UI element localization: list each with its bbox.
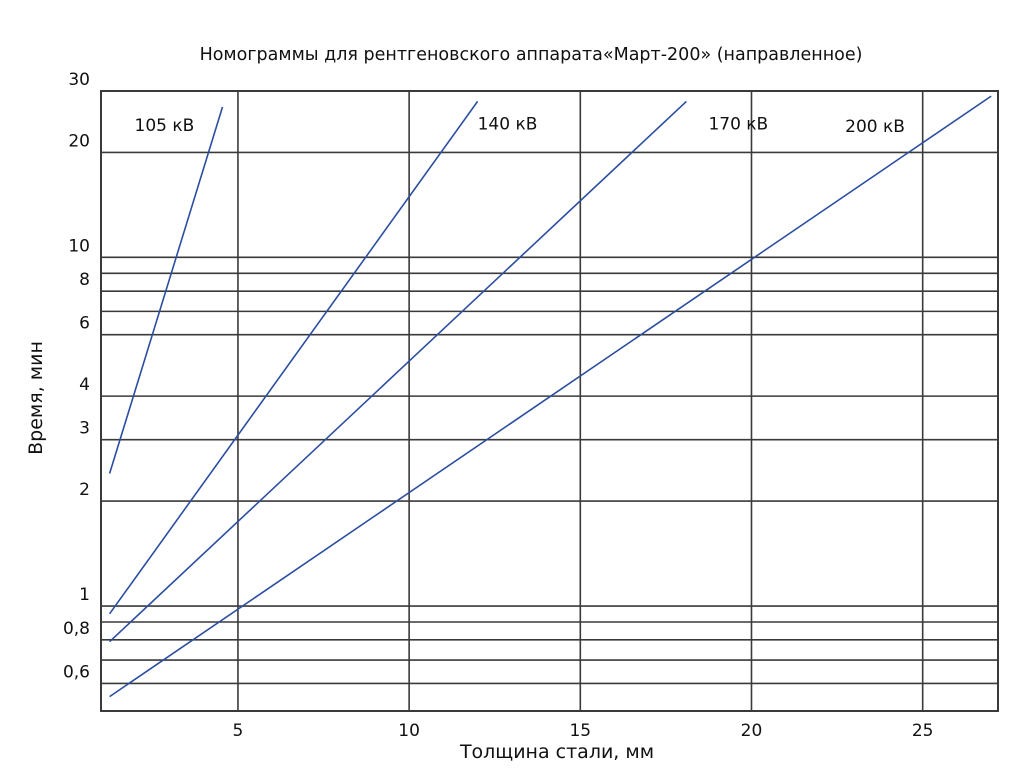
series-label: 105 кВ — [135, 116, 195, 136]
y-tick-label: 3 — [79, 419, 90, 439]
series-line — [108, 100, 479, 615]
y-tick-label: 20 — [68, 131, 90, 151]
y-tick-label: 0,6 — [63, 662, 90, 682]
y-tick-label: 0,8 — [63, 619, 90, 639]
y-axis-label: Время, мин — [25, 341, 47, 455]
x-tick-label: 15 — [569, 721, 591, 741]
x-axis-label: Толщина стали, мм — [459, 741, 654, 763]
series-labels: 105 кВ 140 кВ 170 кВ 200 кВ — [135, 114, 905, 137]
y-tick-label: 10 — [68, 236, 90, 256]
y-tick-label: 4 — [79, 375, 90, 395]
series-lines — [108, 95, 992, 698]
chart-title: Номограммы для рентгеновского аппарата«М… — [200, 45, 863, 65]
series-line — [109, 95, 992, 698]
series-line — [108, 106, 224, 474]
y-tick-label: 8 — [79, 270, 90, 290]
series-label: 140 кВ — [478, 114, 538, 134]
y-tick-label: 6 — [79, 314, 90, 334]
series-label: 200 кВ — [845, 117, 905, 137]
y-tick-label: 2 — [79, 480, 90, 500]
series-label: 170 кВ — [708, 114, 768, 134]
y-tick-label: 30 — [68, 70, 90, 90]
x-tick-label: 20 — [741, 721, 763, 741]
x-tick-label: 5 — [233, 721, 244, 741]
y-tick-label: 1 — [79, 585, 90, 605]
x-axis-ticks: 5 10 15 20 25 — [233, 721, 934, 741]
y-axis-ticks: 0,6 0,8 1 2 3 4 6 8 10 20 30 — [63, 70, 90, 682]
plot-frame — [100, 90, 999, 712]
x-tick-label: 10 — [398, 721, 420, 741]
series-line — [109, 100, 687, 643]
x-tick-label: 25 — [912, 721, 934, 741]
